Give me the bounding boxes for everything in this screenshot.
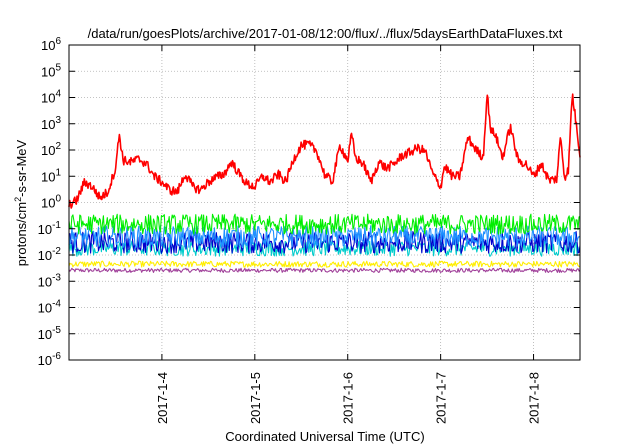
y-tick-label: 106 — [41, 36, 61, 53]
x-axis-ticks: 2017-1-4 2017-1-5 2017-1-6 2017-1-7 2017-1-8 — [155, 45, 542, 424]
x-tick-label: 2017-1-5 — [248, 372, 263, 424]
y-tick-label: 10-6 — [38, 351, 62, 368]
y-tick-label: 10-4 — [38, 299, 62, 316]
y-tick-label: 100 — [41, 194, 61, 211]
y-axis-label-unit: -s-sr-MeV — [14, 139, 29, 196]
y-tick-label: 105 — [41, 62, 61, 79]
y-tick-label: 10-2 — [38, 246, 62, 263]
x-axis-label: Coordinated Universal Time (UTC) — [225, 429, 424, 444]
series-line-6 — [68, 267, 581, 273]
y-tick-label: 101 — [41, 167, 61, 184]
x-tick-label: 2017-1-4 — [155, 372, 170, 424]
series-line-2 — [68, 225, 581, 249]
x-tick-label: 2017-1-6 — [341, 372, 356, 424]
y-axis-label-main: protons/cm — [14, 202, 29, 266]
series-line-5 — [68, 260, 581, 268]
y-tick-label: 104 — [41, 89, 61, 106]
y-tick-label: 102 — [41, 141, 61, 158]
y-axis-label: protons/cm2-s-sr-MeV — [13, 139, 29, 266]
y-tick-label: 103 — [41, 115, 61, 132]
x-tick-label: 2017-1-8 — [527, 372, 542, 424]
y-tick-label: 10-1 — [38, 220, 62, 237]
series-line-1 — [68, 213, 581, 235]
series-group — [68, 93, 581, 273]
chart-title: /data/run/goesPlots/archive/2017-01-08/1… — [88, 26, 563, 41]
y-tick-label: 10-3 — [38, 272, 62, 289]
y-tick-label: 10-5 — [38, 325, 62, 342]
x-tick-label: 2017-1-7 — [434, 372, 449, 424]
y-axis-ticks: 10-6 10-5 10-4 10-3 10-2 10-1 100 101 102 103 104 1… — [38, 36, 580, 368]
y-axis-label-superscript: 2 — [13, 197, 23, 202]
series-line-0 — [68, 93, 581, 209]
